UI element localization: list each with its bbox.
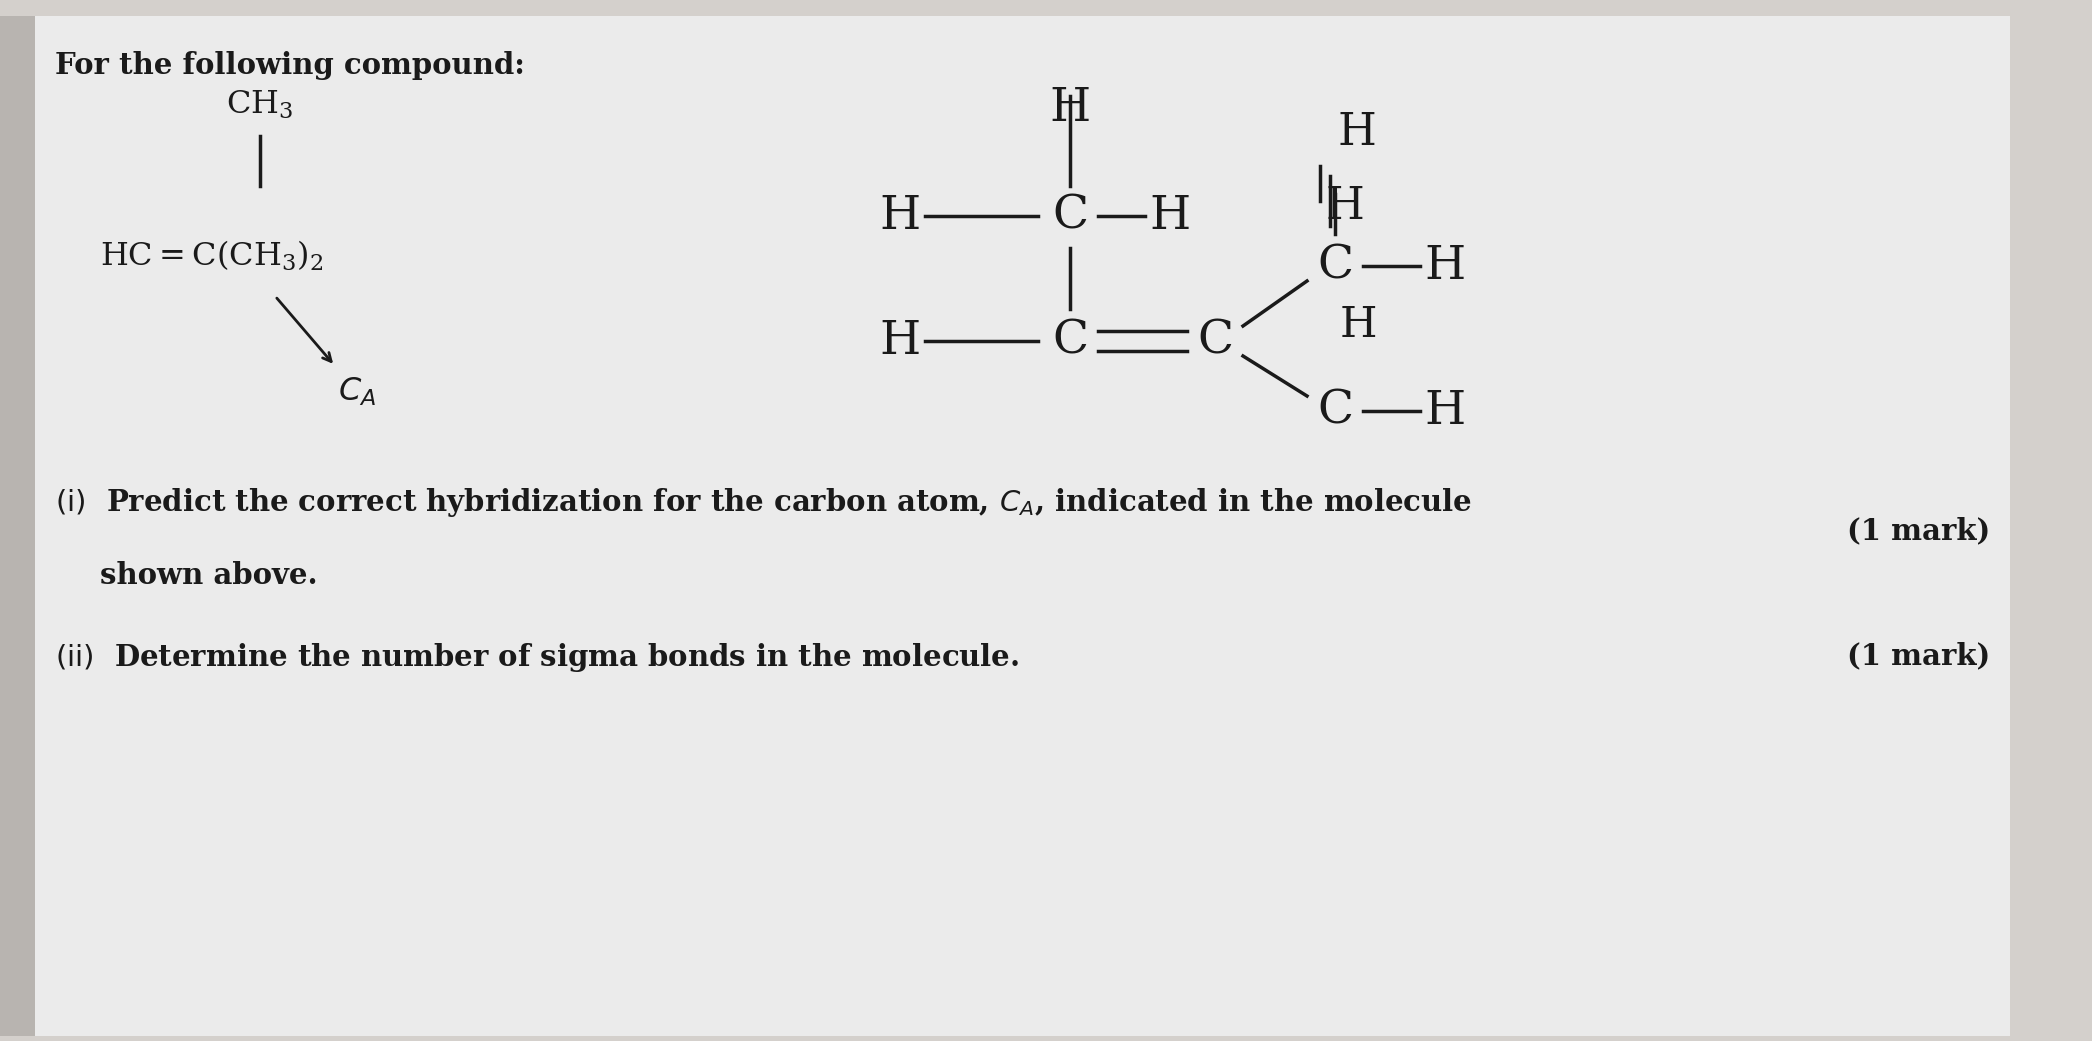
Text: H: H (1341, 304, 1377, 346)
FancyBboxPatch shape (0, 16, 36, 1036)
Text: H: H (879, 194, 920, 238)
Text: $\mathregular{HC{=}C(CH_3)_2}$: $\mathregular{HC{=}C(CH_3)_2}$ (100, 239, 322, 273)
Text: H: H (879, 319, 920, 363)
Text: For the following compound:: For the following compound: (54, 51, 525, 80)
Text: $C_A$: $C_A$ (339, 376, 377, 408)
Text: (1 mark): (1 mark) (1847, 641, 1989, 670)
Text: H: H (1339, 110, 1377, 154)
Text: H: H (1324, 184, 1364, 228)
Text: H: H (1149, 194, 1190, 238)
Text: C: C (1052, 319, 1088, 363)
Text: shown above.: shown above. (100, 561, 318, 590)
Text: C: C (1052, 194, 1088, 238)
Text: C: C (1318, 244, 1354, 288)
Text: C: C (1197, 319, 1232, 363)
Text: C: C (1318, 388, 1354, 434)
Text: $\mathrm{(ii)}$  Determine the number of sigma bonds in the molecule.: $\mathrm{(ii)}$ Determine the number of … (54, 641, 1019, 674)
Text: H: H (1425, 244, 1466, 288)
Text: (1 mark): (1 mark) (1847, 516, 1989, 545)
FancyBboxPatch shape (29, 16, 2010, 1036)
Text: $\mathrm{(i)}$  Predict the correct hybridization for the carbon atom, $C_A$, in: $\mathrm{(i)}$ Predict the correct hybri… (54, 486, 1473, 519)
Text: H: H (1050, 86, 1090, 131)
Text: $\mathregular{CH_3}$: $\mathregular{CH_3}$ (226, 88, 293, 121)
Text: H: H (1425, 388, 1466, 434)
